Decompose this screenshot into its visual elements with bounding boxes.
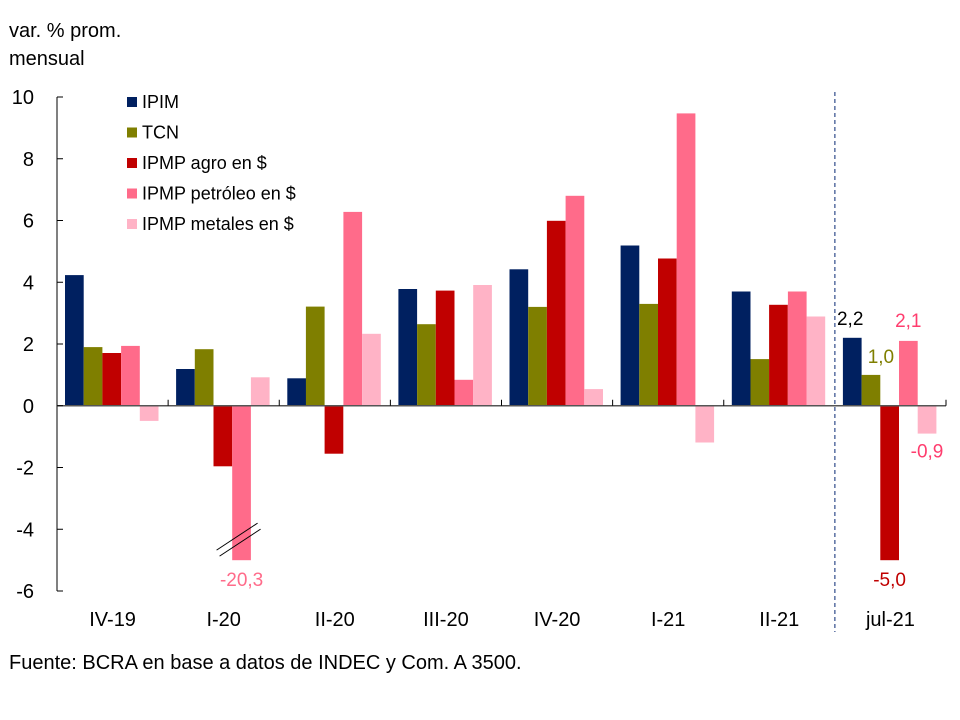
y-tick-label: 4 [23,272,34,294]
bar-tcn-jul-21 [861,374,881,406]
x-tick-label: II-21 [759,609,799,631]
legend-label: IPMP petróleo en $ [142,184,296,204]
x-tick-label: IV-19 [89,609,136,631]
annotations: -20,3 2,21,02,1 -5,0 -0,9 [220,309,943,591]
bar-ipim-jul-21 [842,337,862,406]
legend-item: IPMP petróleo en $ [127,184,296,204]
bar-ipmp-agro-en--iii-20 [435,290,455,406]
bar-tcn-ii-21 [750,359,770,406]
bar-ipmp-agro-en--i-20 [213,405,233,467]
y-axis-title-line-1: var. % prom. [9,20,121,42]
data-label: 2,2 [837,309,863,330]
legend: IPIM TCN IPMP agro en $ IPMP petróleo en $ I… [127,92,296,234]
x-tick-label: II-20 [315,609,355,631]
bar-ipmp-agro-en--iv-19 [102,353,122,406]
y-tick-label: 10 [12,87,34,109]
y-tick-label: 2 [23,334,34,356]
bar-ipmp-metales-en--ii-20 [362,333,381,406]
x-tick-label: III-20 [423,609,469,631]
legend-item: TCN [127,123,179,143]
legend-swatch [127,97,137,107]
bar-ipim-iv-20 [509,269,529,406]
data-label: -0,9 [911,442,944,463]
y-tick-label: 0 [23,396,34,418]
data-label: 1,0 [868,347,894,368]
legend-swatch [127,219,137,229]
bar-ipmp-petr-leo-en--iv-20 [565,195,585,406]
bar-ipmp-metales-en--iv-20 [584,389,603,406]
legend-label: IPMP metales en $ [142,214,294,234]
source-note: Fuente: BCRA en base a datos de INDEC y … [9,652,522,674]
data-label: -5,0 [873,570,906,591]
y-tick-label: -4 [16,519,34,541]
y-tick-label: 6 [23,211,34,233]
bar-ipim-iv-19 [65,275,84,406]
y-tick-label: 8 [23,149,34,171]
legend-swatch [127,127,137,138]
bar-ipmp-agro-en--ii-21 [769,304,788,406]
bar-ipmp-petr-leo-en--jul-21 [899,340,918,406]
bar-ipmp-metales-en--i-21 [695,405,715,443]
bar-tcn-iv-19 [83,347,103,406]
data-label: -20,3 [220,570,263,591]
y-tick-label: -6 [16,581,34,603]
bar-tcn-iv-20 [528,306,547,406]
bar-ipmp-agro-en--iv-20 [546,220,566,406]
bar-ipmp-petr-leo-en--iii-20 [454,379,474,406]
bar-tcn-iii-20 [417,324,436,406]
bar-tcn-i-21 [639,303,658,406]
bar-ipim-ii-21 [731,291,751,406]
bar-tcn-ii-20 [305,306,325,406]
legend-item: IPMP agro en $ [127,153,267,173]
bar-ipmp-petr-leo-en--ii-21 [787,291,807,406]
x-tick-label: jul-21 [865,609,915,631]
bar-ipmp-metales-en--ii-21 [806,316,826,406]
bar-ipmp-petr-leo-en--i-20 [232,405,251,561]
bar-ipmp-metales-en--i-20 [250,377,270,406]
x-tick-label: IV-20 [534,609,581,631]
bar-ipmp-metales-en--iv-19 [139,405,159,421]
bar-ipmp-agro-en--i-21 [658,258,677,406]
bar-ipmp-petr-leo-en--i-21 [676,113,696,406]
data-label: 2,1 [895,311,921,332]
x-tick-label: I-21 [651,609,685,631]
legend-item: IPIM [127,92,179,112]
legend-label: IPMP agro en $ [142,153,267,173]
bar-ipmp-agro-en--jul-21 [880,405,899,561]
bar-ipmp-agro-en--ii-20 [324,405,344,454]
bar-ipmp-metales-en--iii-20 [473,285,492,406]
x-tick-label: I-20 [206,609,240,631]
y-axis-title-line-2: mensual [9,48,85,70]
y-tick-label: -2 [16,458,34,480]
legend-label: TCN [142,123,179,143]
legend-swatch [127,158,137,168]
legend-item: IPMP metales en $ [127,214,294,234]
y-axis-title: var. % prom. mensual [9,20,121,70]
bar-ipim-iii-20 [398,289,418,406]
bar-tcn-i-20 [194,349,214,406]
legend-swatch [127,188,137,199]
category-labels: IV-19 I-20 II-20 III-20 IV-20 I-21 II-21 jul-21 [89,609,915,631]
bar-ipmp-metales-en--jul-21 [917,405,937,434]
y-ticks: 10 8 6 4 2 0 -2 -4 -6 [12,87,63,603]
axis-break-marks [216,522,261,557]
bar-ipmp-petr-leo-en--iv-19 [121,345,140,406]
bar-ipmp-petr-leo-en--ii-20 [343,211,363,406]
bar-ipim-ii-20 [287,378,306,406]
bar-ipim-i-21 [620,245,640,406]
legend-label: IPIM [142,92,179,112]
bars [65,113,937,561]
bar-ipim-i-20 [176,369,195,406]
